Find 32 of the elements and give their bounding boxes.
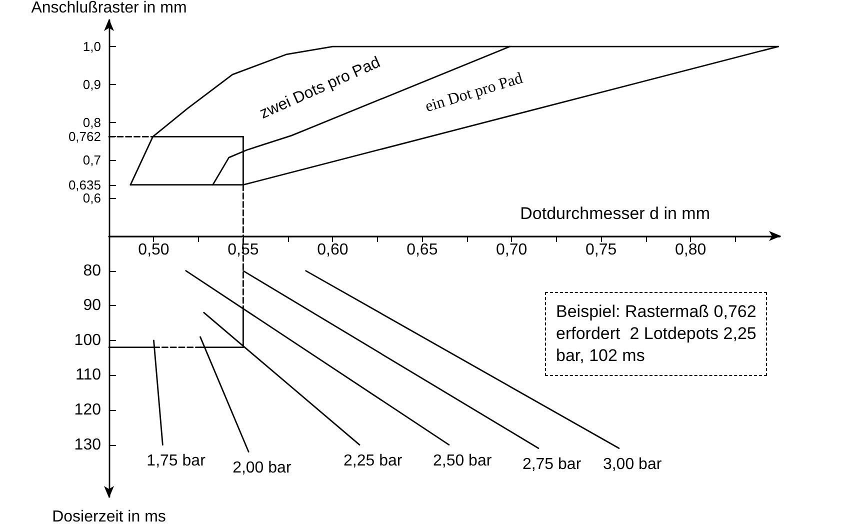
x-tick-label: 0,55 — [228, 242, 259, 258]
y-tick-label: 0,7 — [82, 152, 101, 168]
y-tick-label: 1,0 — [82, 39, 101, 54]
x-tick-label: 0,65 — [406, 242, 438, 258]
annotation: ein Dot pro Pad — [423, 70, 525, 116]
series-label: 2,00 bar — [232, 459, 292, 476]
x-tick-label: 0,75 — [585, 242, 617, 258]
series-label: 2,75 bar — [522, 456, 582, 473]
y-tick-label: 0,8 — [82, 114, 101, 130]
y-tick-label: 100 — [74, 332, 102, 349]
series-label: 2,50 bar — [432, 452, 492, 470]
y-tick-label: 80 — [83, 262, 102, 280]
y-tick-label: 0,762 — [68, 129, 101, 144]
annotation: Beispiel: Rastermaß 0,762 erfordert 2 Lotdepots 2,25 bar, 102 ms — [545, 292, 768, 376]
series-label: 3,00 bar — [602, 456, 662, 473]
x-tick-label: 0,80 — [674, 242, 706, 258]
y-tick-label: 120 — [74, 402, 102, 418]
x-tick-label: 0,60 — [317, 242, 348, 258]
y-tick-label: 90 — [83, 297, 102, 314]
series-label: 2,25 bar — [344, 452, 403, 470]
series-label: 1,75 bar — [146, 452, 206, 470]
y-tick-label: 130 — [74, 436, 102, 454]
y-tick-label: 0,6 — [82, 190, 101, 206]
y-tick-label: 0,9 — [82, 76, 101, 92]
x-tick-label: 0,70 — [496, 242, 528, 258]
y-tick-label: 110 — [75, 366, 102, 384]
x-axis-title: Dotdurchmesser d in mm — [520, 204, 710, 223]
y-tick-label: 0,635 — [68, 177, 101, 192]
annotation: zwei Dots pro Pad — [257, 54, 383, 122]
x-tick-label: 0,50 — [138, 242, 170, 258]
y-axis-title: Anschlußraster in mm — [31, 0, 187, 16]
y-axis-title: Dosierzeit in ms — [52, 508, 166, 526]
